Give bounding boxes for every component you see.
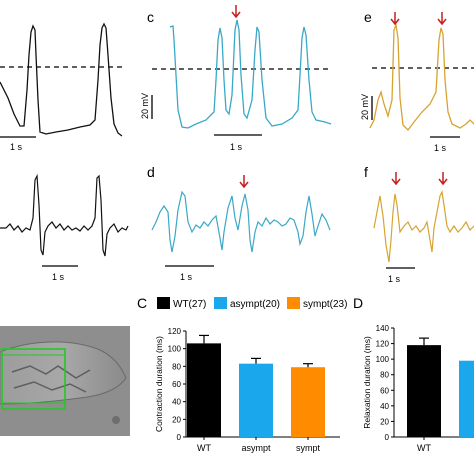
bar-C-1 [239,363,273,437]
y-tick-label-D-2: 40 [380,402,389,411]
trace-panel-f: f 1 s [364,164,474,284]
ap-trace-black [0,22,123,137]
bar-D-0 [407,345,441,437]
red-arrow-d [239,175,249,189]
panel-label-f: f [364,164,368,180]
trace-panel-e: e 20 mV 1 s [360,9,474,153]
y-tick-label-D-1: 20 [380,417,389,426]
x-tick-label-C-1: asympt [241,443,271,453]
trace-panel-d: d 1 s [147,164,331,282]
fp-trace-black [0,173,129,257]
fp-trace-orange [373,190,474,263]
y-tick-label-D-6: 120 [376,340,390,349]
legend-C: WT(27) asympt(20) sympt(23) [157,297,347,310]
red-arrow-e-2 [437,12,447,26]
trace-panel-c: c 20 mV 1 s [140,5,332,152]
ap-trace-orange [369,22,474,131]
red-arrow-c [231,5,241,19]
roi-box [1,348,66,410]
legend-swatch-0 [157,297,170,309]
time-scalebar-label-middle-left: 1 s [52,272,65,282]
time-scalebar-label-top-left: 1 s [10,142,23,152]
panel-label-C: C [137,295,147,311]
legend-swatch-2 [287,297,300,309]
y-axis-label-D: Relaxation duration (ms) [362,336,372,429]
bar-D-1 [459,360,474,437]
ap-trace-blue [169,19,332,129]
y-tick-label-D-7: 140 [376,324,390,333]
debris-spot [112,416,120,424]
y-tick-label-C-0: 0 [177,433,182,442]
time-scalebar-label-d: 1 s [180,272,193,282]
red-arrow-e-1 [390,12,400,26]
red-arrow-f-1 [391,172,401,186]
time-scalebar-label-c: 1 s [230,142,243,152]
bar-chart-C: C WT(27) asympt(20) sympt(23) 0 20 40 60 80 100… [137,295,347,453]
chart-C-plot: 0 20 40 60 80 100 120 Contraction duration (ms)… [154,327,340,453]
y-tick-label-C-4: 80 [172,362,181,371]
y-tick-label-C-5: 100 [168,345,182,354]
panel-label-D: D [353,295,363,311]
y-tick-label-C-1: 20 [172,415,181,424]
trace-panel-top-left: 1 s [0,22,123,152]
voltage-scalebar-label-c: 20 mV [140,93,150,119]
legend-label-1: asympt(20) [230,299,280,310]
panel-label-e: e [364,9,372,25]
chart-D-plot: 0 20 40 60 80 100 120 140 Relaxation duration (m… [362,324,474,453]
y-axis-label-C: Contraction duration (ms) [154,336,164,432]
x-tick-label-C-0: WT [197,443,211,453]
legend-label-0: WT(27) [173,299,206,310]
y-tick-label-D-3: 60 [380,386,389,395]
legend-swatch-1 [214,297,227,309]
y-tick-label-D-0: 0 [385,433,390,442]
cardiomyocyte-micrograph-icon [0,341,127,405]
red-arrow-f-2 [438,172,448,186]
legend-label-2: sympt(23) [303,299,347,310]
x-tick-label-C-2: sympt [296,443,321,453]
micrograph-panel [0,326,130,436]
y-tick-label-C-6: 120 [168,327,182,336]
y-tick-label-D-5: 100 [376,355,390,364]
cell-texture [11,365,91,393]
panel-label-d: d [147,164,155,180]
bar-C-0 [187,343,221,437]
time-scalebar-label-e: 1 s [434,143,447,153]
bar-C-2 [291,367,325,437]
y-tick-label-C-2: 40 [172,398,181,407]
voltage-scalebar-label-e: 20 mV [360,94,370,120]
trace-panel-middle-left: 1 s [0,173,129,282]
panel-label-c: c [147,9,154,25]
fp-trace-blue [151,190,331,253]
time-scalebar-label-f: 1 s [388,274,401,284]
y-tick-label-C-3: 60 [172,380,181,389]
y-tick-label-D-4: 80 [380,371,389,380]
bar-chart-D: D 0 20 40 60 80 100 120 140 Relaxation duration … [353,295,474,453]
x-tick-label-D-0: WT [417,443,431,453]
